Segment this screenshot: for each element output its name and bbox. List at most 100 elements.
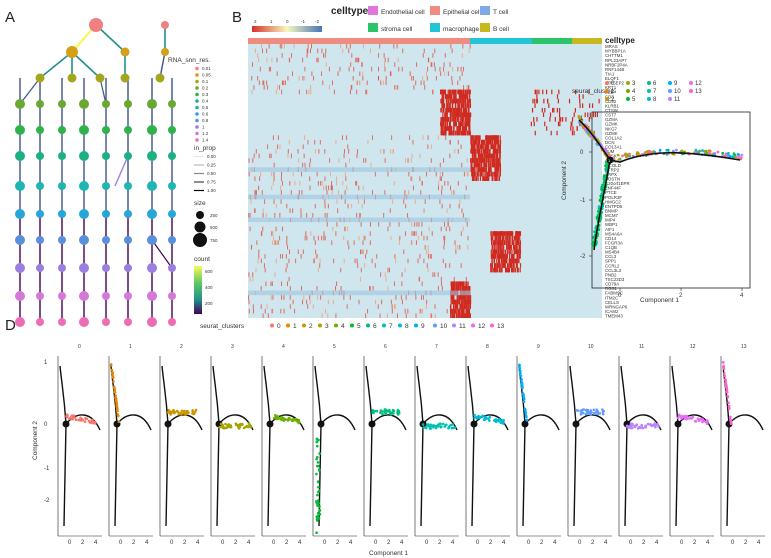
heatmap-cell: [287, 149, 289, 154]
heatmap-cell: [458, 121, 460, 127]
heatmap-cell: [321, 313, 323, 318]
heatmap-cell: [477, 144, 479, 150]
heatmap-cell: [269, 153, 271, 159]
facet-point: [723, 374, 727, 378]
heatmap-cell: [469, 117, 471, 122]
heatmap-cell: [458, 103, 460, 108]
heatmap-cell: [333, 258, 335, 264]
cluster-legend-swatch: [668, 81, 672, 85]
heatmap-cell: [317, 295, 319, 300]
trajectory-point: [600, 194, 603, 198]
heatmap-cell: [465, 313, 467, 318]
heatmap-cell: [551, 107, 554, 113]
facet-point: [239, 422, 242, 426]
heatmap-cell: [279, 235, 281, 241]
facet-x-tick-label: 4: [196, 540, 200, 546]
heatmap-cell: [503, 244, 505, 250]
heatmap-cell: [559, 107, 561, 113]
heatmap-cell: [265, 281, 267, 287]
cluster-legend-label: 0: [611, 81, 615, 87]
heatmap-cell: [462, 98, 464, 104]
heatmap-cell: [313, 75, 315, 81]
facet-point: [91, 418, 94, 422]
heatmap-cell: [415, 231, 417, 236]
heatmap-cell: [506, 254, 508, 259]
heatmap-cell: [510, 244, 512, 250]
heatmap-cell: [412, 139, 414, 145]
heatmap-cell: [495, 267, 497, 273]
facet-point: [67, 417, 71, 420]
facet-point: [315, 519, 319, 522]
heatmap-cell: [453, 313, 455, 318]
trajectory-point: [586, 131, 590, 134]
heatmap-cell: [262, 226, 264, 232]
heatmap-cell: [504, 249, 506, 255]
cluster-legend-label: 4: [632, 89, 636, 95]
heatmap-cell: [469, 299, 472, 305]
tree-node: [147, 99, 157, 109]
tree-node: [102, 236, 110, 244]
cluster-legend-label: 2: [611, 97, 615, 103]
heatmap-cell: [422, 75, 424, 81]
heatmap-cell: [513, 244, 515, 250]
heatmap-cell: [493, 162, 495, 168]
heatmap-cell: [392, 149, 394, 154]
facet-point: [473, 413, 476, 417]
facet-point: [111, 372, 114, 375]
heatmap-cell: [277, 135, 279, 140]
heatmap-cell: [598, 98, 600, 104]
tree-node: [15, 151, 25, 161]
heatmap-cell: [571, 117, 574, 122]
heatmap-cell: [327, 299, 329, 305]
trajectory-point: [592, 236, 596, 240]
facet-trajectory: [671, 365, 713, 527]
heatmap-cell: [549, 117, 551, 122]
heatmap-cell: [454, 89, 456, 95]
heatmap-cell: [415, 313, 417, 318]
heatmap-cell: [462, 126, 464, 131]
heatmap-cell: [306, 235, 308, 241]
heatmap-cell: [463, 304, 466, 309]
heatmap-cell: [465, 286, 467, 291]
heatmap-cell: [384, 272, 386, 277]
heatmap-cell: [466, 281, 468, 287]
facet-point: [90, 420, 93, 424]
gene-label: TIA1: [605, 72, 615, 77]
heatmap-cell: [383, 149, 385, 154]
heatmap-cell: [570, 121, 572, 127]
heatmap-cell: [495, 240, 497, 245]
heatmap-cell: [489, 139, 492, 145]
facet-strip-label: 11: [639, 344, 644, 350]
heatmap-cell: [476, 162, 479, 168]
facet-x-tick-label: 2: [336, 540, 340, 546]
heatmap-cell: [536, 94, 538, 99]
heatmap-cell: [497, 249, 500, 255]
facet-point: [316, 464, 319, 468]
heatmap-cell: [434, 313, 436, 318]
tree-node: [124, 236, 132, 244]
heatmap-cell: [359, 80, 361, 86]
heatmap-cell: [512, 258, 514, 264]
heatmap-cell: [510, 231, 513, 236]
facet-x-tick-label: 0: [170, 540, 174, 546]
heatmap-cell: [472, 135, 474, 140]
facet-y-tick-label: 1: [44, 360, 48, 366]
heatmap-cell: [452, 66, 454, 72]
heatmap-cell: [274, 240, 276, 245]
heatmap-cell: [482, 158, 485, 163]
heatmap-cell: [444, 181, 446, 186]
heatmap-cell: [456, 286, 458, 291]
gene-label: CCRL2: [605, 263, 620, 268]
heatmap-cell: [465, 304, 467, 309]
facet-point: [473, 416, 476, 420]
heatmap-cell: [485, 167, 487, 172]
heatmap-cell: [450, 185, 452, 191]
facet-y-tick-label: -1: [44, 466, 50, 472]
trajectory-path: [578, 119, 741, 251]
heatmap-cell: [361, 203, 363, 209]
heatmap-cell: [462, 130, 464, 136]
facet-branch-point: [368, 420, 376, 428]
facet-point: [727, 407, 731, 410]
heatmap-cell: [452, 117, 455, 122]
facet-point: [290, 418, 294, 422]
